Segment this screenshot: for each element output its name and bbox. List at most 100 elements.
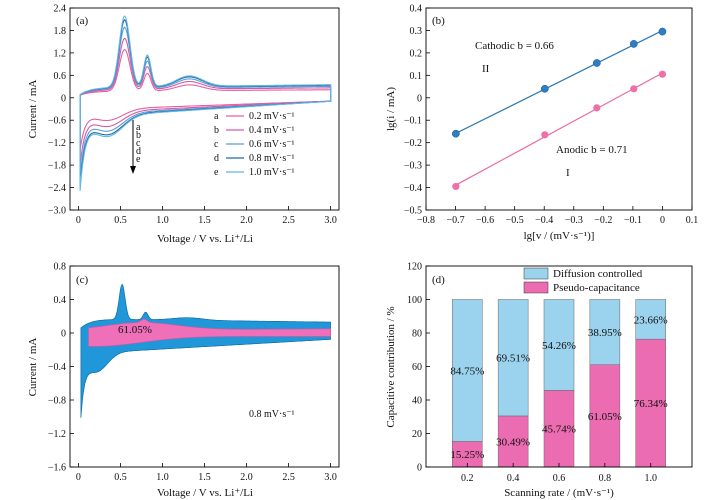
- x-tick-label: 0.8: [599, 473, 612, 484]
- point-anodic: [452, 182, 460, 191]
- legend-label-d: 0.8 mV·s⁻¹: [249, 153, 295, 164]
- panel-b: 0.40.30.20.10−0.1−0.2−0.3−0.4−0.5 −0.8 −0…: [385, 4, 698, 243]
- y-tick-label: −1.6: [48, 463, 66, 474]
- panel-c: 0.8 0.4 0 −0.4 −0.8 −1.2 −1.6 0 0.5 1.0 1.5 2.0 2.5…: [27, 262, 340, 499]
- panel-b-tag: (b): [432, 15, 445, 27]
- bar-pseudo: [497, 415, 529, 468]
- legend-label-diffusion: Diffusion controlled: [553, 268, 643, 280]
- x-tick-label: 0.5: [114, 472, 127, 483]
- arrow-letter: a: [136, 122, 141, 133]
- pseudo-value-label: 15.25%: [450, 449, 484, 461]
- x-tick-label: 0.2: [461, 473, 474, 484]
- panel-c-ylabel: Current / mA: [27, 338, 39, 397]
- x-tick-label: 0: [660, 215, 665, 226]
- panel-c-x-ticks: 0 0.5 1.0 1.5 2.0 2.5 3.0: [76, 463, 337, 483]
- x-tick-label: 1.0: [156, 472, 169, 483]
- panel-b-plot: [452, 27, 667, 191]
- panel-b-ylabel: lg(i / mA): [385, 87, 397, 131]
- legend-label-c: 0.6 mV·s⁻¹: [249, 139, 295, 150]
- y-tick-label: 0.4: [54, 295, 67, 306]
- y-tick-label: 0.3: [410, 26, 423, 37]
- legend-key-a: a: [214, 111, 219, 122]
- x-tick-label: −0.6: [476, 215, 494, 226]
- panel-c-y-ticks: 0.8 0.4 0 −0.4 −0.8 −1.2 −1.6: [48, 262, 74, 474]
- y-tick-label: 20: [412, 429, 422, 440]
- y-tick-label: −0.4: [48, 362, 66, 373]
- panel-d-ylabel: Capacitive contribution / %: [385, 306, 397, 427]
- x-tick-label: 0.5: [114, 215, 127, 226]
- x-tick-label: −0.4: [535, 215, 553, 226]
- diffusion-value-label: 84.75%: [450, 365, 484, 377]
- panel-a-arrowhead: [130, 166, 136, 174]
- y-tick-label: 1.8: [54, 26, 67, 37]
- pseudo-value-label: 45.74%: [542, 424, 576, 436]
- panel-c-percent: 61.05%: [118, 324, 152, 336]
- panel-a-arrow-letters: a b c d e: [136, 122, 141, 165]
- y-tick-label: −1.2: [48, 429, 66, 440]
- y-tick-label: 0: [61, 93, 66, 104]
- x-tick-label: −0.2: [594, 215, 612, 226]
- y-tick-label: 1.2: [54, 48, 67, 59]
- point-anodic: [593, 104, 601, 112]
- point-cathodic: [658, 27, 667, 36]
- legend-key-b: b: [214, 125, 219, 136]
- panel-a-ylabel: Current / mA: [27, 80, 39, 139]
- panel-d-y-ticks: 120 100 80 60 40 20 0: [407, 262, 430, 474]
- pseudo-value-label: 30.49%: [496, 436, 530, 448]
- diffusion-value-label: 38.95%: [588, 327, 622, 339]
- fit-line-cathodic: [455, 30, 663, 134]
- x-tick-label: −0.1: [624, 215, 642, 226]
- x-tick-label: 1.5: [198, 215, 211, 226]
- point-anodic: [630, 85, 638, 93]
- bar-diffusion: [635, 299, 666, 340]
- y-tick-label: 0.1: [410, 71, 423, 82]
- bar-diffusion: [543, 299, 575, 391]
- panel-a-legend: a 0.2 mV·s⁻¹ b 0.4 mV·s⁻¹ c 0.6 mV·s⁻¹ d…: [214, 111, 295, 178]
- point-cathodic: [629, 40, 638, 48]
- arrow-letter: d: [136, 146, 141, 157]
- y-tick-label: −1.2: [48, 138, 66, 149]
- legend-key-d: d: [214, 153, 219, 164]
- y-tick-label: −0.4: [404, 183, 422, 194]
- legend-label-b: 0.4 mV·s⁻¹: [249, 125, 295, 136]
- y-tick-label: 80: [412, 329, 422, 340]
- arrow-letter: b: [136, 130, 141, 141]
- panel-d-x-ticks: 0.2 0.4 0.6 0.8 1.0: [461, 463, 657, 484]
- x-tick-label: 2.5: [282, 472, 295, 483]
- panel-b-x-ticks: −0.8 −0.7 −0.6 −0.5 −0.4 −0.3 −0.2 −0.1 0 0.1: [417, 206, 698, 226]
- x-tick-label: 1.0: [156, 215, 169, 226]
- legend-swatch-diffusion: [523, 267, 549, 280]
- x-tick-label: −0.8: [417, 215, 435, 226]
- y-tick-label: −0.3: [404, 161, 422, 172]
- y-tick-label: −3.0: [48, 206, 66, 217]
- bar-pseudo: [635, 338, 666, 468]
- y-tick-label: 0: [417, 463, 422, 474]
- point-anodic: [658, 70, 667, 78]
- x-tick-label: 0: [76, 215, 81, 226]
- panel-d: 15.25% 84.75% 30.49% 69.51% 45.74% 54.26% 61.0…: [385, 262, 693, 499]
- x-tick-label: 0: [76, 472, 81, 483]
- pseudo-value-label: 76.34%: [634, 398, 668, 410]
- panel-a-xlabel: Voltage / V vs. Li⁺/Li: [157, 233, 253, 245]
- x-tick-label: 2.0: [240, 215, 253, 226]
- point-cathodic: [592, 59, 601, 67]
- panel-a-curves: [79, 15, 332, 191]
- panel-c-plot: [80, 283, 331, 418]
- panel-b-cathodic-label: Cathodic b = 0.66: [475, 40, 554, 52]
- panel-a: 2.4 1.8 1.2 0.6 0 −0.6 −1.2 −1.8 −2.4 −3.0 0 0.5 1.…: [27, 4, 340, 245]
- legend-label-pseudo: Pseudo-capacitance: [553, 282, 640, 294]
- y-tick-label: −2.4: [48, 183, 66, 194]
- y-tick-label: −0.1: [404, 116, 422, 127]
- panel-c-rate: 0.8 mV·s⁻¹: [249, 409, 295, 420]
- bar-diffusion: [452, 299, 483, 442]
- arrow-letter: e: [136, 154, 141, 165]
- legend-label-a: 0.2 mV·s⁻¹: [249, 111, 295, 122]
- panel-a-x-ticks: 0 0.5 1.0 1.5 2.0 2.5 3.0: [76, 206, 337, 226]
- x-tick-label: 0.1: [686, 215, 699, 226]
- x-tick-label: −0.7: [446, 215, 464, 226]
- diffusion-value-label: 23.66%: [634, 314, 668, 326]
- legend-key-e: e: [214, 167, 219, 178]
- panel-b-xlabel: lg[v / (mV·s⁻¹)]: [524, 230, 595, 242]
- legend-key-c: c: [214, 139, 219, 150]
